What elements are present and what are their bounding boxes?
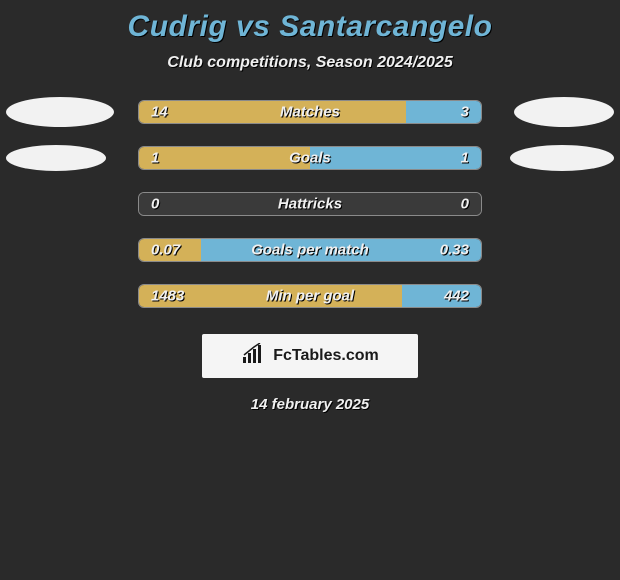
stat-label: Matches [139, 104, 481, 121]
team-badge-right [510, 145, 614, 171]
stat-row-goals: 1 Goals 1 [0, 146, 620, 170]
stat-row-matches: 14 Matches 3 [0, 100, 620, 124]
brand-label: FcTables.com [273, 347, 379, 365]
stat-row-hattricks: 0 Hattricks 0 [0, 192, 620, 216]
stat-bar: 14 Matches 3 [138, 100, 482, 124]
stat-label: Goals [139, 150, 481, 167]
stat-value-right: 442 [444, 288, 469, 305]
stat-value-right: 1 [461, 150, 469, 167]
stat-value-right: 0 [461, 196, 469, 213]
team-badge-left [6, 97, 114, 127]
stat-bar: 1 Goals 1 [138, 146, 482, 170]
stat-bar: 0.07 Goals per match 0.33 [138, 238, 482, 262]
team-badge-left [6, 145, 106, 171]
subtitle: Club competitions, Season 2024/2025 [167, 54, 452, 72]
stat-bar: 0 Hattricks 0 [138, 192, 482, 216]
stats-container: 14 Matches 3 1 Goals 1 0 Hattricks [0, 100, 620, 308]
date-label: 14 february 2025 [251, 396, 369, 413]
page-title: Cudrig vs Santarcangelo [128, 10, 493, 44]
brand-link[interactable]: FcTables.com [202, 334, 418, 378]
stat-label: Min per goal [139, 288, 481, 305]
team-badge-right [514, 97, 614, 127]
stat-label: Goals per match [139, 242, 481, 259]
chart-icon [241, 343, 267, 370]
stat-value-right: 3 [461, 104, 469, 121]
stat-value-right: 0.33 [440, 242, 469, 259]
stat-row-min-per-goal: 1483 Min per goal 442 [0, 284, 620, 308]
stat-label: Hattricks [139, 196, 481, 213]
stat-bar: 1483 Min per goal 442 [138, 284, 482, 308]
comparison-card: Cudrig vs Santarcangelo Club competition… [0, 0, 620, 413]
stat-row-goals-per-match: 0.07 Goals per match 0.33 [0, 238, 620, 262]
